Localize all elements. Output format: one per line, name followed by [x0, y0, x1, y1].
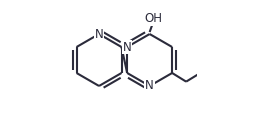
Text: OH: OH — [144, 12, 162, 25]
Text: N: N — [145, 79, 154, 93]
Text: N: N — [95, 27, 103, 41]
Text: N: N — [123, 41, 131, 54]
